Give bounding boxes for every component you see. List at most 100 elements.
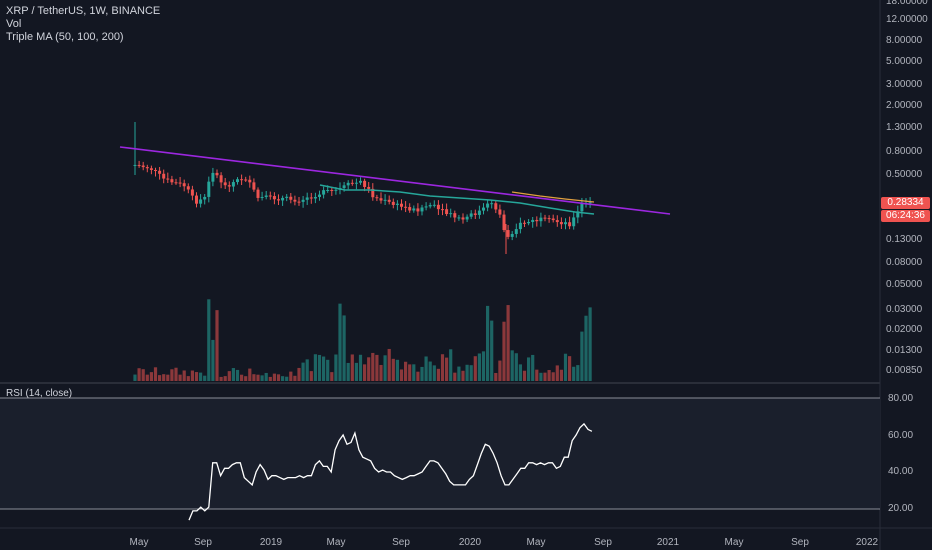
volume-bar [350, 354, 354, 381]
rsi-tick-label: 20.00 [888, 503, 913, 514]
price-tick-label: 0.00850 [886, 365, 923, 376]
volume-bar [289, 371, 293, 381]
volume-bar [379, 364, 383, 381]
volume-bar [469, 365, 473, 381]
candle-body [330, 189, 334, 191]
volume-bar [133, 374, 137, 381]
candle-body [465, 216, 469, 220]
price-tick-label: 0.13000 [886, 234, 923, 245]
candle-body [199, 199, 203, 204]
time-tick-label: May [725, 537, 744, 548]
candle-body [555, 220, 559, 223]
volume-bar [395, 359, 399, 381]
candle-body [158, 170, 162, 174]
candle-body [322, 190, 326, 195]
symbol-title[interactable]: XRP / TetherUS, 1W, BINANCE [6, 5, 161, 17]
time-tick-label: May [327, 537, 346, 548]
candle-body [572, 217, 576, 227]
candle-body [256, 189, 260, 198]
volume-bar [572, 366, 576, 381]
volume-bar [158, 375, 162, 381]
volume-bar [219, 376, 223, 381]
ma-legend[interactable]: Triple MA (50, 100, 200) [6, 31, 124, 43]
candle-body [518, 222, 522, 230]
candle-body [285, 196, 289, 198]
volume-bar [367, 357, 371, 381]
time-tick-label: 2021 [657, 537, 680, 548]
candle-body [543, 217, 547, 219]
ma-50-line [319, 184, 595, 215]
volume-bar [432, 365, 436, 381]
candle-body [305, 197, 309, 200]
candle-body [149, 168, 153, 170]
volume-bar [141, 369, 145, 381]
candle-body [539, 217, 543, 222]
candle-body [494, 203, 498, 210]
time-tick-label: 2022 [856, 537, 879, 548]
volume-bar [207, 299, 211, 381]
candle-body [252, 182, 256, 190]
volume-bar [473, 356, 477, 381]
volume-bar [190, 370, 194, 381]
volume-bar [137, 368, 141, 381]
candle-body [367, 186, 371, 189]
volume-bar [227, 371, 231, 381]
candle-body [371, 188, 375, 198]
volume-bar [510, 350, 514, 381]
volume-bar [481, 351, 486, 381]
volume-bar [162, 374, 166, 381]
volume-bar [547, 370, 551, 381]
volume-bar [551, 372, 555, 381]
candle-body [498, 209, 502, 215]
candle-body [445, 209, 449, 215]
candle-body [162, 173, 166, 179]
volume-bar [416, 371, 420, 381]
candle-body [268, 195, 272, 197]
volume-bar [322, 356, 326, 381]
time-tick-label: 2019 [260, 537, 283, 548]
candle-body [326, 189, 330, 191]
candle-body [227, 185, 231, 187]
volume-bar [272, 373, 276, 381]
candle-body [535, 219, 539, 222]
candle-body [182, 183, 186, 187]
candle-body [301, 199, 305, 202]
candle-body [297, 201, 301, 203]
volume-bar [326, 359, 330, 381]
candle-body [318, 194, 321, 197]
price-tick-label: 0.03000 [886, 304, 923, 315]
candle-body [547, 218, 551, 220]
time-tick-label: Sep [392, 537, 410, 548]
price-tick-label: 0.08000 [886, 257, 923, 268]
volume-bar [420, 366, 424, 381]
rsi-legend[interactable]: RSI (14, close) [6, 388, 73, 399]
volume-bar [486, 305, 490, 381]
time-tick-label: Sep [594, 537, 612, 548]
candle-body [564, 222, 567, 225]
price-tick-label: 5.00000 [886, 56, 923, 67]
volume-bar [576, 365, 580, 381]
volume-bar [436, 368, 440, 381]
volume-bar [408, 364, 412, 381]
rsi-tick-label: 60.00 [888, 430, 913, 441]
volume-bar [268, 376, 272, 381]
volume-bar [563, 353, 568, 381]
candle-body [502, 214, 506, 231]
volume-bar [363, 364, 367, 381]
volume-bar [240, 374, 244, 381]
candle-body [408, 207, 412, 211]
volume-bar [531, 354, 535, 381]
candle-body [236, 179, 239, 183]
volume-bar [424, 356, 428, 381]
volume-bar [215, 310, 219, 381]
candle-body [441, 209, 444, 211]
candle-body [174, 182, 178, 184]
volume-bar [203, 375, 207, 381]
volume-bar [559, 369, 563, 381]
volume-legend[interactable]: Vol [6, 18, 22, 30]
candle-body [264, 195, 268, 197]
candle-body [379, 198, 383, 201]
volume-bar [244, 376, 248, 381]
